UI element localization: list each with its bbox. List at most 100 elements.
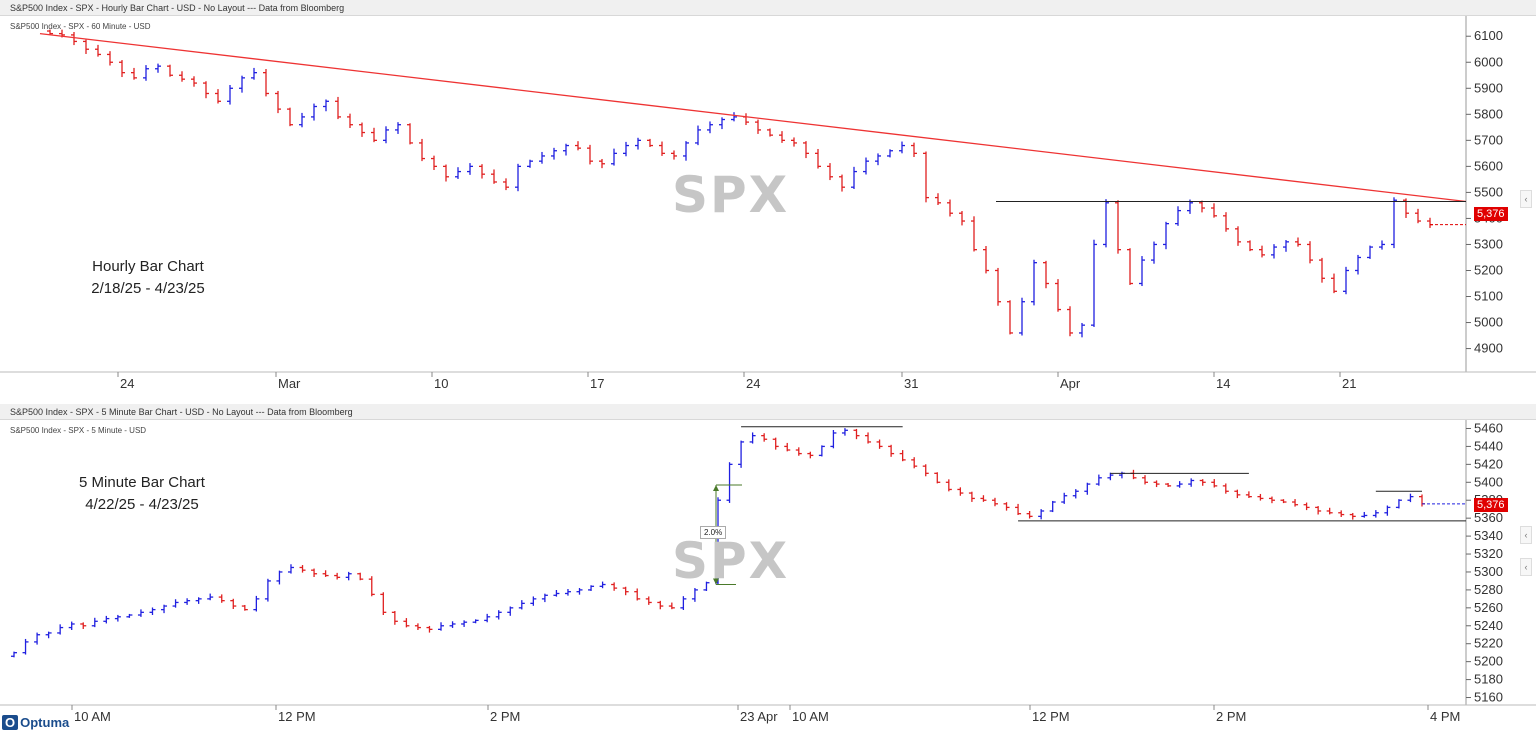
ohlc-bar xyxy=(1234,489,1241,499)
ohlc-bar xyxy=(691,588,698,602)
ohlc-bar xyxy=(472,619,479,624)
ohlc-bar xyxy=(518,600,525,610)
ohlc-bar xyxy=(1103,199,1109,248)
y-tick-label: 5700 xyxy=(1474,132,1503,147)
ohlc-bar xyxy=(1019,297,1025,336)
ohlc-bar xyxy=(968,491,975,502)
ohlc-bar xyxy=(731,112,737,122)
ohlc-bar xyxy=(345,571,352,581)
collapse-arrow-top[interactable]: ‹ xyxy=(1520,190,1532,208)
ohlc-bar xyxy=(772,437,779,450)
ohlc-bar xyxy=(1384,505,1391,516)
ohlc-bar xyxy=(841,428,848,436)
x-tick-label: 4 PM xyxy=(1430,709,1460,724)
ohlc-bar xyxy=(1222,483,1229,494)
ohlc-bar xyxy=(275,90,281,114)
ohlc-bar xyxy=(911,142,917,157)
ohlc-bar xyxy=(971,216,977,252)
ohlc-bar xyxy=(807,451,814,459)
ohlc-bar xyxy=(22,638,29,655)
ohlc-bar xyxy=(1061,492,1068,504)
ohlc-bar xyxy=(203,81,209,99)
ohlc-bar xyxy=(239,75,245,93)
ohlc-bar xyxy=(479,164,485,179)
ohlc-bar xyxy=(635,137,641,150)
ohlc-bar xyxy=(563,143,569,156)
ohlc-bar xyxy=(179,71,185,82)
ohlc-bar xyxy=(263,69,269,97)
five-minute-chart-panel[interactable]: 5160 5180 5200 5220 5240 5260 5280 5300 5320 5340… xyxy=(0,420,1536,735)
ohlc-bar xyxy=(407,123,413,145)
ohlc-bar xyxy=(851,166,857,190)
ohlc-bar xyxy=(119,60,125,78)
ohlc-bar xyxy=(103,615,110,624)
ohlc-bar xyxy=(983,246,989,274)
ohlc-bar xyxy=(1095,474,1102,486)
ohlc-bar xyxy=(227,84,233,105)
y-tick-label: 5100 xyxy=(1474,289,1503,304)
hourly-bar-chart[interactable]: 4900500051005200530054005500560057005800… xyxy=(0,16,1536,396)
ohlc-bar xyxy=(391,610,398,625)
ohlc-bar xyxy=(1211,479,1218,488)
ohlc-bar xyxy=(184,598,191,605)
ohlc-bar xyxy=(1043,260,1049,289)
ohlc-bar xyxy=(299,565,306,573)
last-price-tag-top: 5,376 xyxy=(1474,207,1508,221)
y-tick-label: 5360 xyxy=(1474,510,1503,525)
y-tick-label: 5000 xyxy=(1474,315,1503,330)
ohlc-bar xyxy=(1303,502,1310,511)
ohlc-bar xyxy=(251,67,257,80)
ohlc-bar xyxy=(1130,469,1137,480)
ohlc-bar xyxy=(253,595,260,612)
ohlc-bar xyxy=(703,581,710,591)
ohlc-bar xyxy=(403,618,410,628)
ohlc-bar xyxy=(276,570,283,585)
ohlc-bar xyxy=(530,596,537,606)
ohlc-bar xyxy=(1361,511,1368,518)
five-minute-bar-chart[interactable]: 5160 5180 5200 5220 5240 5260 5280 5300 5320 5340… xyxy=(0,420,1536,735)
y-tick-label: 5200 xyxy=(1474,262,1503,277)
ohlc-bar xyxy=(865,432,872,444)
ohlc-bar xyxy=(264,578,271,602)
ohlc-bar xyxy=(443,164,449,182)
ohlc-bar xyxy=(899,141,905,154)
ohlc-bar xyxy=(515,163,521,192)
ohlc-bar xyxy=(683,141,689,161)
ohlc-bar xyxy=(195,597,202,604)
ohlc-bar xyxy=(1223,212,1229,232)
x-tick-label: 31 xyxy=(904,376,918,391)
x-tick-label: 2 PM xyxy=(490,709,520,724)
five-minute-annotation[interactable]: 5 Minute Bar Chart 4/22/25 - 4/23/25 xyxy=(62,472,222,516)
collapse-arrow-bottom-1[interactable]: ‹ xyxy=(1520,526,1532,544)
ohlc-bar xyxy=(311,103,317,121)
ohlc-bar xyxy=(491,169,497,184)
y-tick-label: 5340 xyxy=(1474,528,1503,543)
ohlc-bar xyxy=(371,127,377,143)
ohlc-bar xyxy=(726,462,733,503)
ohlc-bar xyxy=(743,113,749,126)
watermark-top: SPX xyxy=(672,166,790,224)
ohlc-bar xyxy=(876,439,883,449)
hourly-annotation-range: 2/18/25 - 4/23/25 xyxy=(91,280,205,297)
ohlc-bar xyxy=(1331,273,1337,294)
ohlc-bar xyxy=(575,141,581,151)
x-tick-label: Apr xyxy=(1060,376,1081,391)
ohlc-bar xyxy=(167,64,173,77)
hourly-chart-panel[interactable]: 4900500051005200530054005500560057005800… xyxy=(0,16,1536,396)
ohlc-bar xyxy=(461,620,468,627)
hourly-annotation[interactable]: Hourly Bar Chart 2/18/25 - 4/23/25 xyxy=(78,256,218,300)
ohlc-bar xyxy=(795,447,802,456)
ohlc-bar xyxy=(803,141,809,159)
collapse-arrow-bottom-2[interactable]: ‹ xyxy=(1520,558,1532,576)
ohlc-bar xyxy=(887,149,893,158)
ohlc-bar xyxy=(114,614,121,622)
ohlc-bar xyxy=(611,582,618,591)
ohlc-bar xyxy=(1067,306,1073,337)
x-tick-label: 10 AM xyxy=(792,709,829,724)
ohlc-bar xyxy=(11,651,17,658)
x-tick-label: 10 AM xyxy=(74,709,111,724)
ohlc-bar xyxy=(899,450,906,462)
ohlc-bar xyxy=(34,632,41,645)
ohlc-bar xyxy=(455,167,461,179)
measure-percent-label: 2.0% xyxy=(700,526,727,539)
